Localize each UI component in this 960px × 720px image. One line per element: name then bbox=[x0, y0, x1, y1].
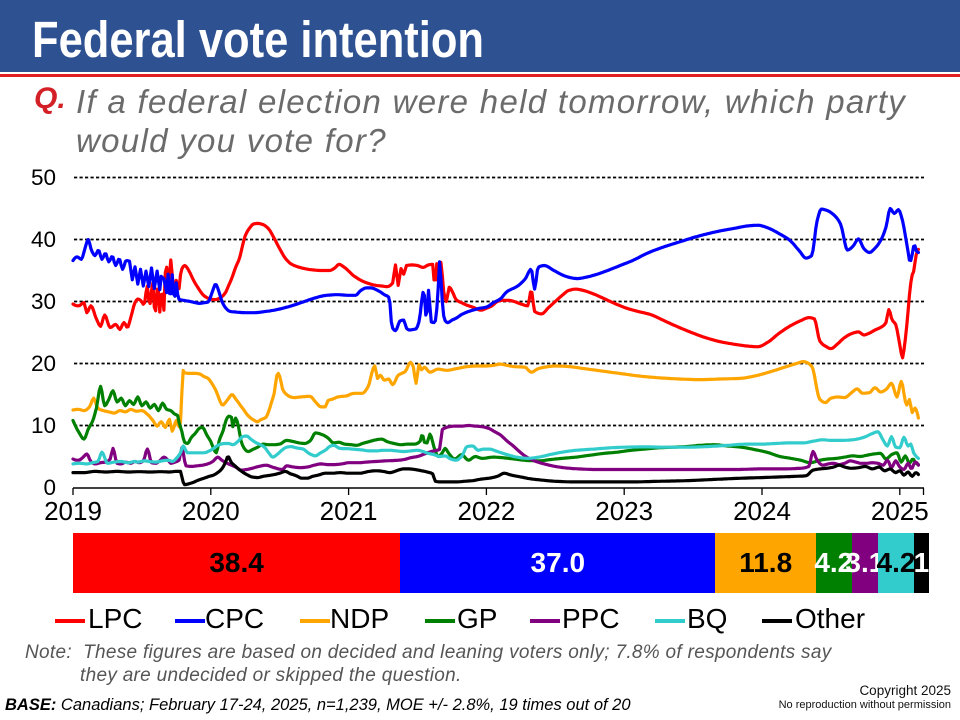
svg-text:2024: 2024 bbox=[733, 496, 791, 526]
svg-text:2020: 2020 bbox=[182, 496, 240, 526]
svg-text:0: 0 bbox=[43, 475, 56, 500]
svg-text:2025: 2025 bbox=[871, 496, 929, 526]
svg-text:30: 30 bbox=[31, 289, 56, 314]
svg-text:2021: 2021 bbox=[320, 496, 378, 526]
svg-text:2019: 2019 bbox=[44, 496, 102, 526]
svg-text:2022: 2022 bbox=[457, 496, 515, 526]
svg-text:40: 40 bbox=[31, 227, 56, 252]
svg-text:20: 20 bbox=[31, 351, 56, 376]
svg-text:50: 50 bbox=[31, 165, 56, 190]
svg-text:2023: 2023 bbox=[595, 496, 653, 526]
svg-text:10: 10 bbox=[31, 413, 56, 438]
